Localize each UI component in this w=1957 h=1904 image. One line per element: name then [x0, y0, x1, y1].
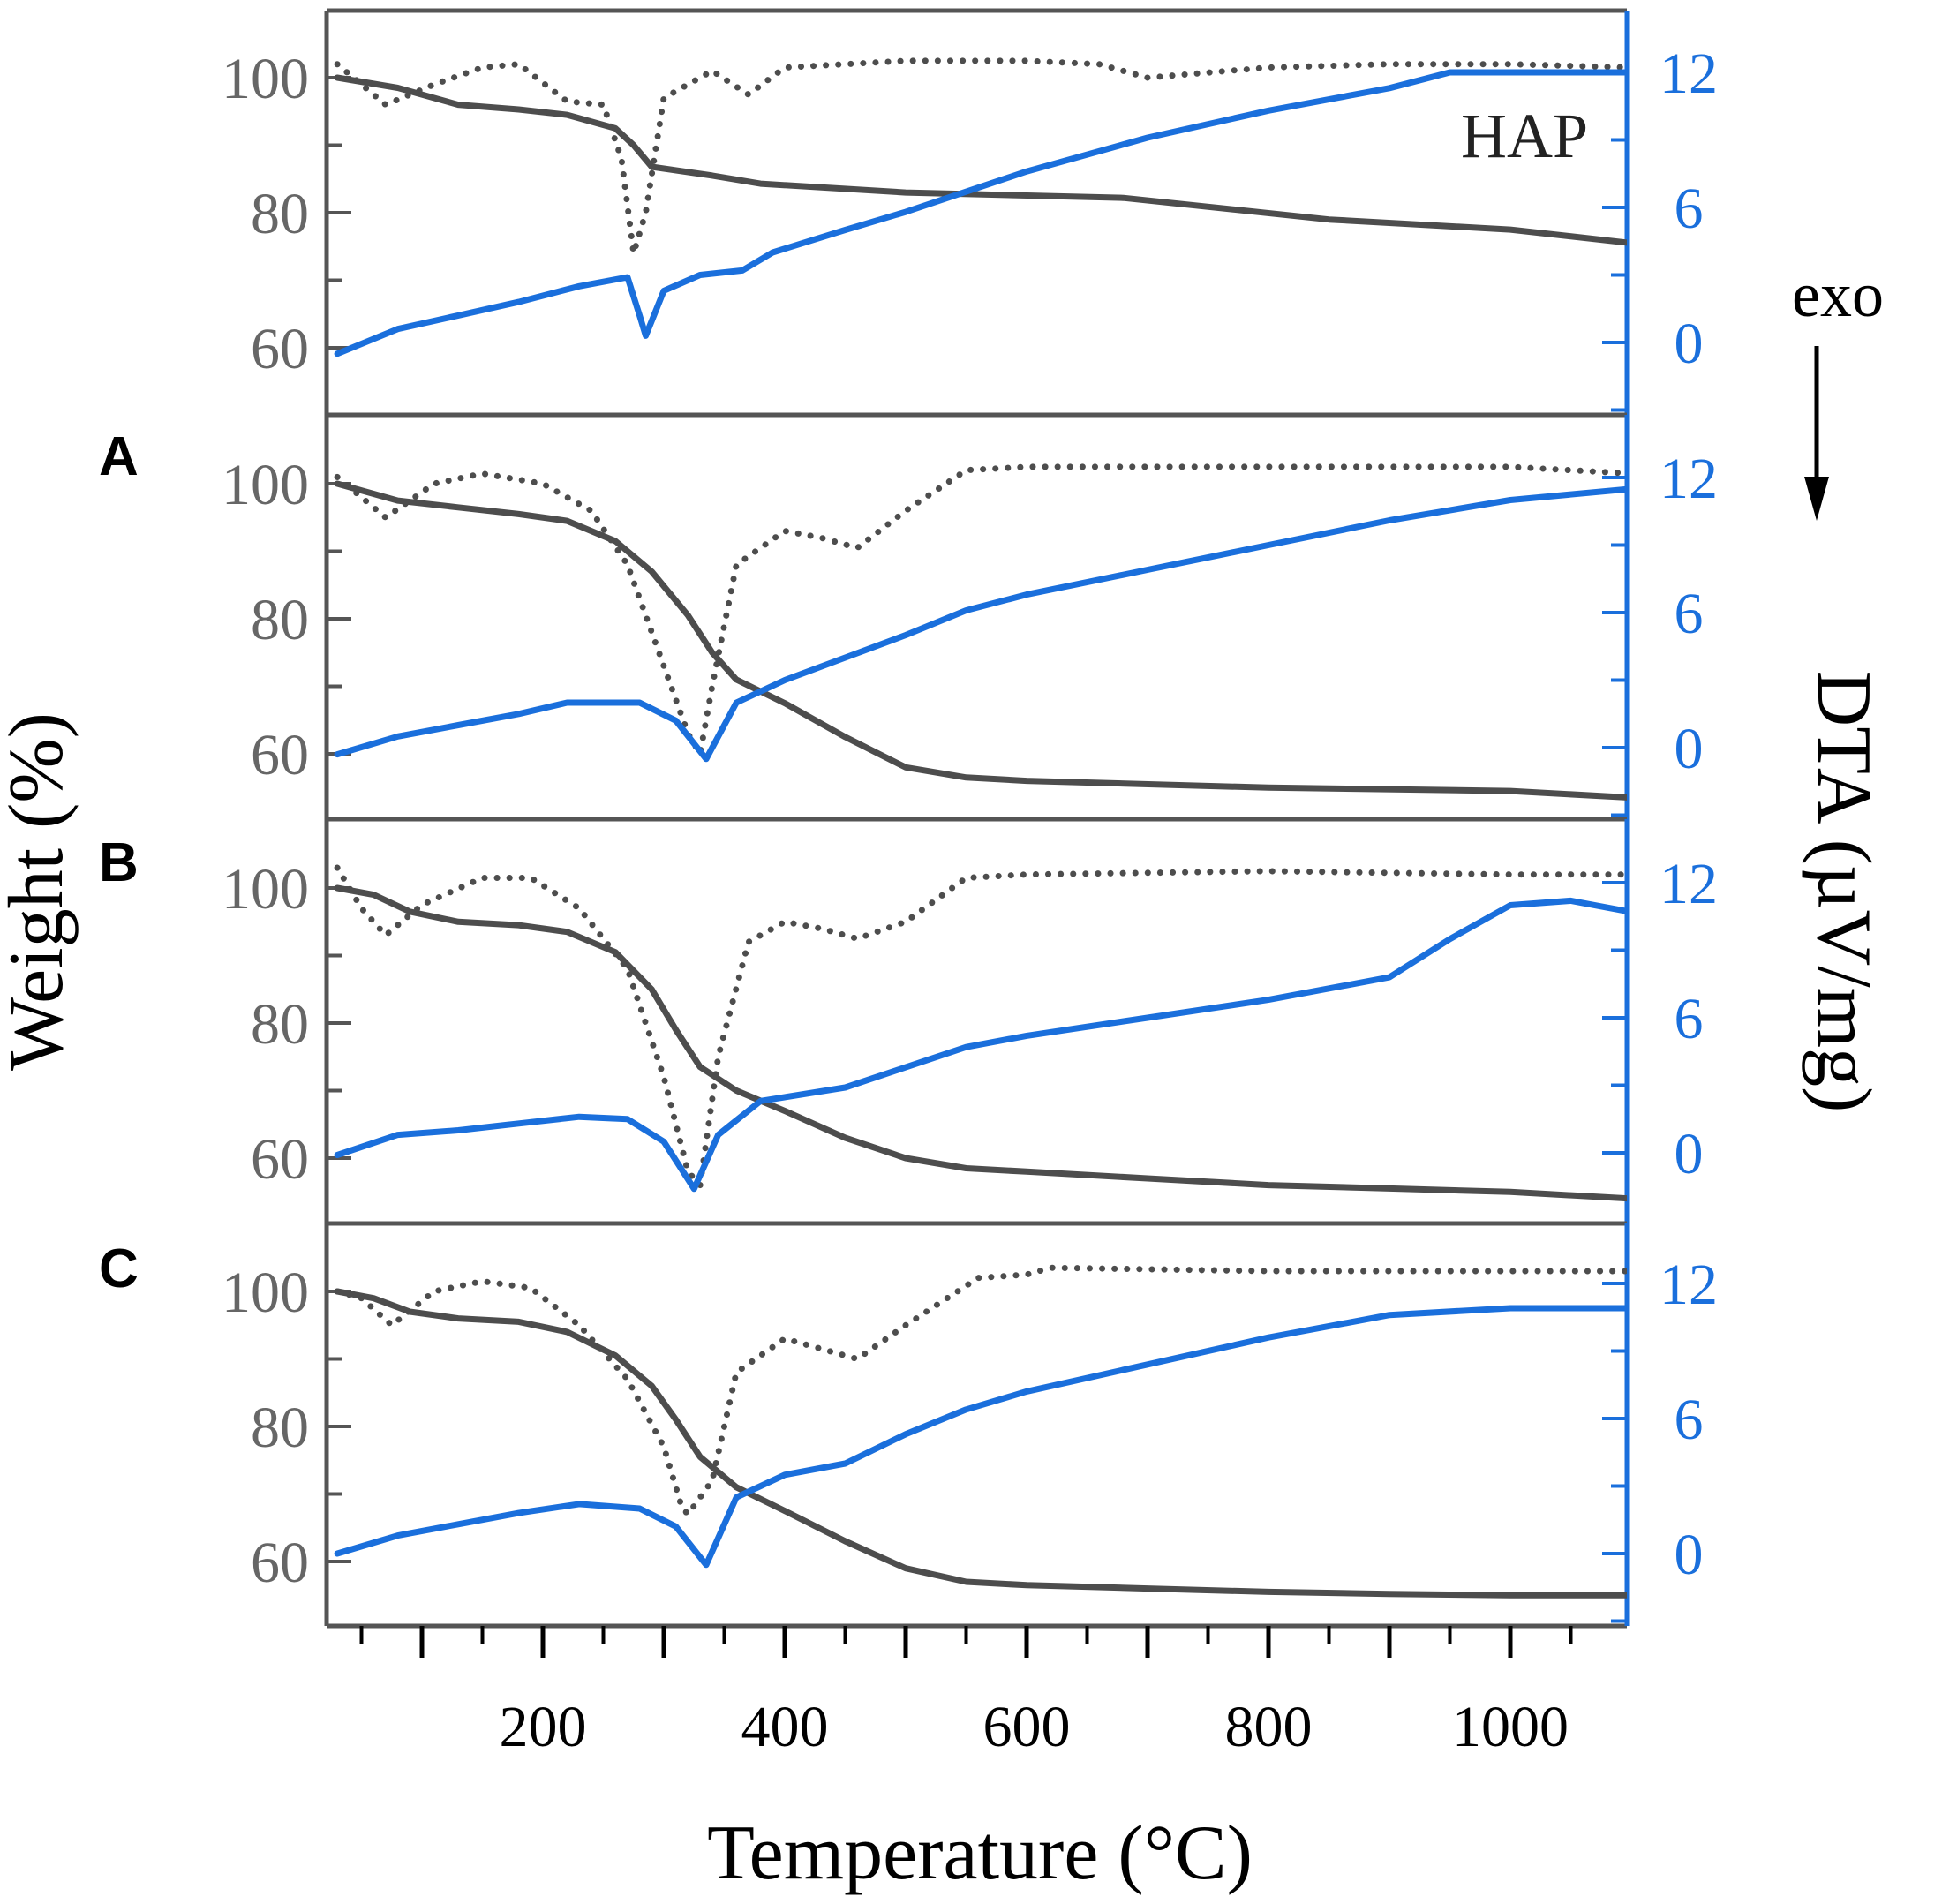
panel-label-a: A [99, 426, 139, 487]
right-tick-label: 12 [1660, 1253, 1718, 1317]
exo-arrow-icon [1804, 477, 1829, 521]
panel-label-c: C [99, 1238, 139, 1299]
x-tick-label: 800 [1225, 1695, 1313, 1759]
panel-b: 60 80 100 0 6 12 [222, 817, 1718, 1226]
y-axis-right-title: DTA (µV/mg) [1801, 671, 1886, 1113]
x-tick-label: 600 [983, 1695, 1071, 1759]
right-tick-label: 0 [1675, 312, 1704, 376]
panel-a: 60 80 100 0 6 12 [222, 412, 1718, 822]
tga-weight-line [334, 1288, 1627, 1599]
y-axis-left-title: Weight (%) [0, 712, 79, 1071]
tga-weight-line [334, 884, 1627, 1202]
left-tick-label: 60 [251, 1531, 309, 1595]
right-tick-label: 0 [1675, 1523, 1704, 1587]
x-tick-labels: 200 400 600 800 1000 [500, 1695, 1569, 1759]
right-tick-label: 6 [1675, 582, 1704, 646]
panel-c: 60 80 100 0 6 12 [222, 1221, 1718, 1658]
panel-label-hap: HAP [1461, 101, 1588, 171]
dta-line [334, 1305, 1627, 1569]
right-tick-label: 6 [1675, 177, 1704, 241]
left-tick-label: 60 [251, 1127, 309, 1192]
left-tick-label: 80 [251, 588, 309, 652]
right-tick-label: 0 [1675, 717, 1704, 781]
dtg-dotted-line [334, 864, 1627, 1189]
tga-weight-line [334, 480, 1627, 801]
tga-weight-line [334, 74, 1627, 246]
dta-line [334, 485, 1627, 763]
x-tick-label: 400 [741, 1695, 829, 1759]
right-tick-label: 12 [1660, 852, 1718, 916]
left-tick-label: 80 [251, 1396, 309, 1460]
exo-label: exo [1792, 260, 1884, 330]
left-tick-label: 80 [251, 182, 309, 246]
dta-line [334, 897, 1627, 1193]
left-tick-label: 80 [251, 992, 309, 1057]
right-tick-label: 0 [1675, 1122, 1704, 1186]
left-tick-label: 100 [222, 857, 309, 922]
dtg-dotted-line [334, 57, 1627, 257]
left-tick-label: 100 [222, 453, 309, 517]
dtg-dotted-line [334, 463, 1627, 757]
left-tick-label: 100 [222, 47, 309, 111]
x-axis-title: Temperature (°C) [707, 1810, 1253, 1896]
dta-line [334, 69, 1627, 357]
left-tick-label: 60 [251, 317, 309, 381]
right-tick-label: 12 [1660, 447, 1718, 511]
dtg-dotted-line [334, 1264, 1627, 1517]
left-tick-label: 100 [222, 1261, 309, 1325]
left-tick-label: 60 [251, 723, 309, 787]
x-tick-label: 1000 [1452, 1695, 1569, 1759]
right-tick-label: 12 [1660, 41, 1718, 106]
right-tick-label: 6 [1675, 987, 1704, 1051]
panel-hap: 60 80 100 0 6 12 [222, 8, 1718, 418]
panel-label-b: B [99, 832, 139, 893]
x-tick-label: 200 [500, 1695, 587, 1759]
right-tick-label: 6 [1675, 1388, 1704, 1452]
